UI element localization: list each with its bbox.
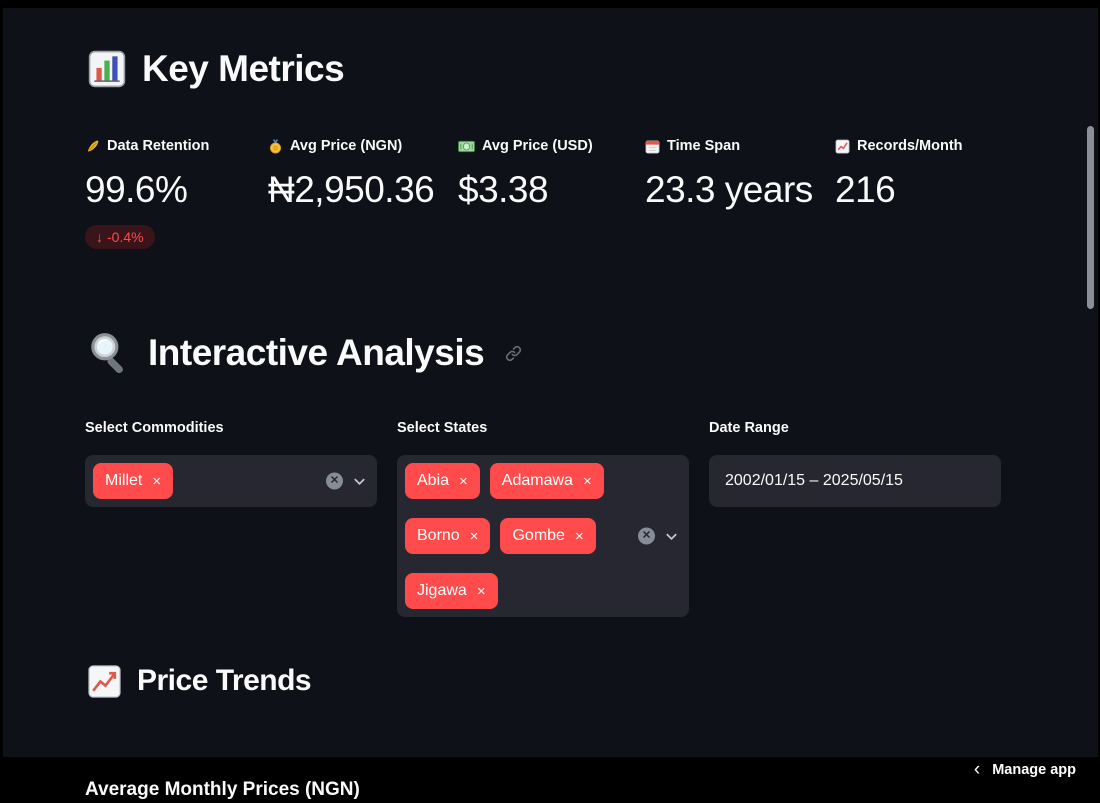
clear-all-icon[interactable]: ✕ [326, 472, 343, 490]
metric-label: Avg Price (USD) [482, 138, 593, 154]
states-tags: Abia × Adamawa × Borno × Gombe × Jigawa × [405, 463, 631, 609]
commodities-multiselect[interactable]: Millet × ✕ [85, 455, 377, 507]
delta-down-arrow-icon: ↓ [96, 229, 103, 245]
selected-tag[interactable]: Jigawa × [405, 573, 498, 609]
window-edge-top [0, 0, 1100, 8]
scrollbar-thumb[interactable] [1087, 126, 1094, 309]
manage-app-label: Manage app [992, 761, 1076, 778]
chevron-down-icon[interactable] [352, 474, 367, 489]
tag-label: Abia [417, 472, 450, 489]
medal-icon [268, 138, 283, 154]
bar-chart-icon [88, 50, 126, 88]
remove-tag-icon[interactable]: × [574, 527, 584, 545]
selected-tag[interactable]: Adamawa × [489, 463, 604, 499]
clear-all-icon[interactable]: ✕ [638, 527, 655, 545]
calendar-icon [645, 139, 660, 154]
key-metrics-title: Key Metrics [142, 48, 345, 89]
footer-bar [0, 757, 1100, 803]
metric-data-retention: Data Retention 99.6% ↓ -0.4% [85, 138, 270, 249]
price-trends-title: Price Trends [137, 664, 312, 697]
metric-label: Data Retention [107, 138, 210, 154]
commodities-label: Select Commodities [85, 420, 224, 436]
metric-value: 216 [835, 169, 896, 210]
delta-value: -0.4% [107, 229, 144, 245]
chevron-left-icon[interactable]: ‹ [973, 759, 981, 780]
interactive-analysis-header: Interactive Analysis [86, 330, 523, 376]
commodities-tags: Millet × [93, 463, 319, 499]
remove-tag-icon[interactable]: × [476, 582, 486, 600]
manage-app-button[interactable]: ‹ Manage app [974, 760, 1076, 779]
states-multiselect[interactable]: Abia × Adamawa × Borno × Gombe × Jigawa × ✕ [397, 455, 689, 617]
tag-label: Jigawa [417, 582, 467, 599]
metric-value: 99.6% [85, 169, 188, 210]
metric-label: Time Span [667, 138, 741, 154]
selected-tag[interactable]: Abia × [405, 463, 480, 499]
key-metrics-header: Key Metrics [88, 48, 345, 90]
remove-tag-icon[interactable]: × [582, 472, 592, 490]
date-range-input[interactable] [709, 455, 1001, 507]
link-icon[interactable] [504, 344, 523, 363]
states-label: Select States [397, 420, 488, 436]
metric-label: Avg Price (NGN) [290, 138, 403, 154]
metric-value: ₦2,950.36 [268, 169, 435, 210]
line-chart-icon [88, 664, 121, 698]
date-range-label: Date Range [709, 420, 789, 436]
tag-label: Adamawa [501, 472, 573, 489]
metric-time-span: Time Span 23.3 years [645, 138, 830, 211]
window-edge-right [1098, 0, 1100, 803]
tag-label: Millet [105, 472, 143, 489]
banknote-icon [458, 140, 475, 153]
remove-tag-icon[interactable]: × [469, 527, 479, 545]
interactive-analysis-title: Interactive Analysis [148, 332, 485, 373]
chart-title: Average Monthly Prices (NGN) [85, 779, 360, 803]
metric-records-month: Records/Month 216 [835, 138, 1020, 211]
records-chart-icon [835, 139, 850, 154]
selected-tag[interactable]: Gombe × [500, 518, 596, 554]
metric-avg-price-ngn: Avg Price (NGN) ₦2,950.36 [268, 138, 453, 211]
feather-icon [85, 139, 100, 154]
metric-avg-price-usd: Avg Price (USD) $3.38 [458, 138, 643, 211]
metric-delta-badge: ↓ -0.4% [85, 225, 155, 249]
chevron-down-icon[interactable] [664, 529, 679, 544]
remove-tag-icon[interactable]: × [152, 472, 162, 490]
metric-value: 23.3 years [645, 169, 813, 210]
window-edge-left [0, 0, 3, 803]
metric-label: Records/Month [857, 138, 963, 154]
metric-value: $3.38 [458, 169, 549, 210]
selected-tag[interactable]: Millet × [93, 463, 174, 499]
remove-tag-icon[interactable]: × [459, 472, 468, 490]
tag-label: Borno [417, 527, 460, 544]
magnifier-icon [86, 330, 132, 376]
price-trends-header: Price Trends [88, 664, 312, 698]
selected-tag[interactable]: Borno × [405, 518, 491, 554]
tag-label: Gombe [512, 527, 565, 544]
